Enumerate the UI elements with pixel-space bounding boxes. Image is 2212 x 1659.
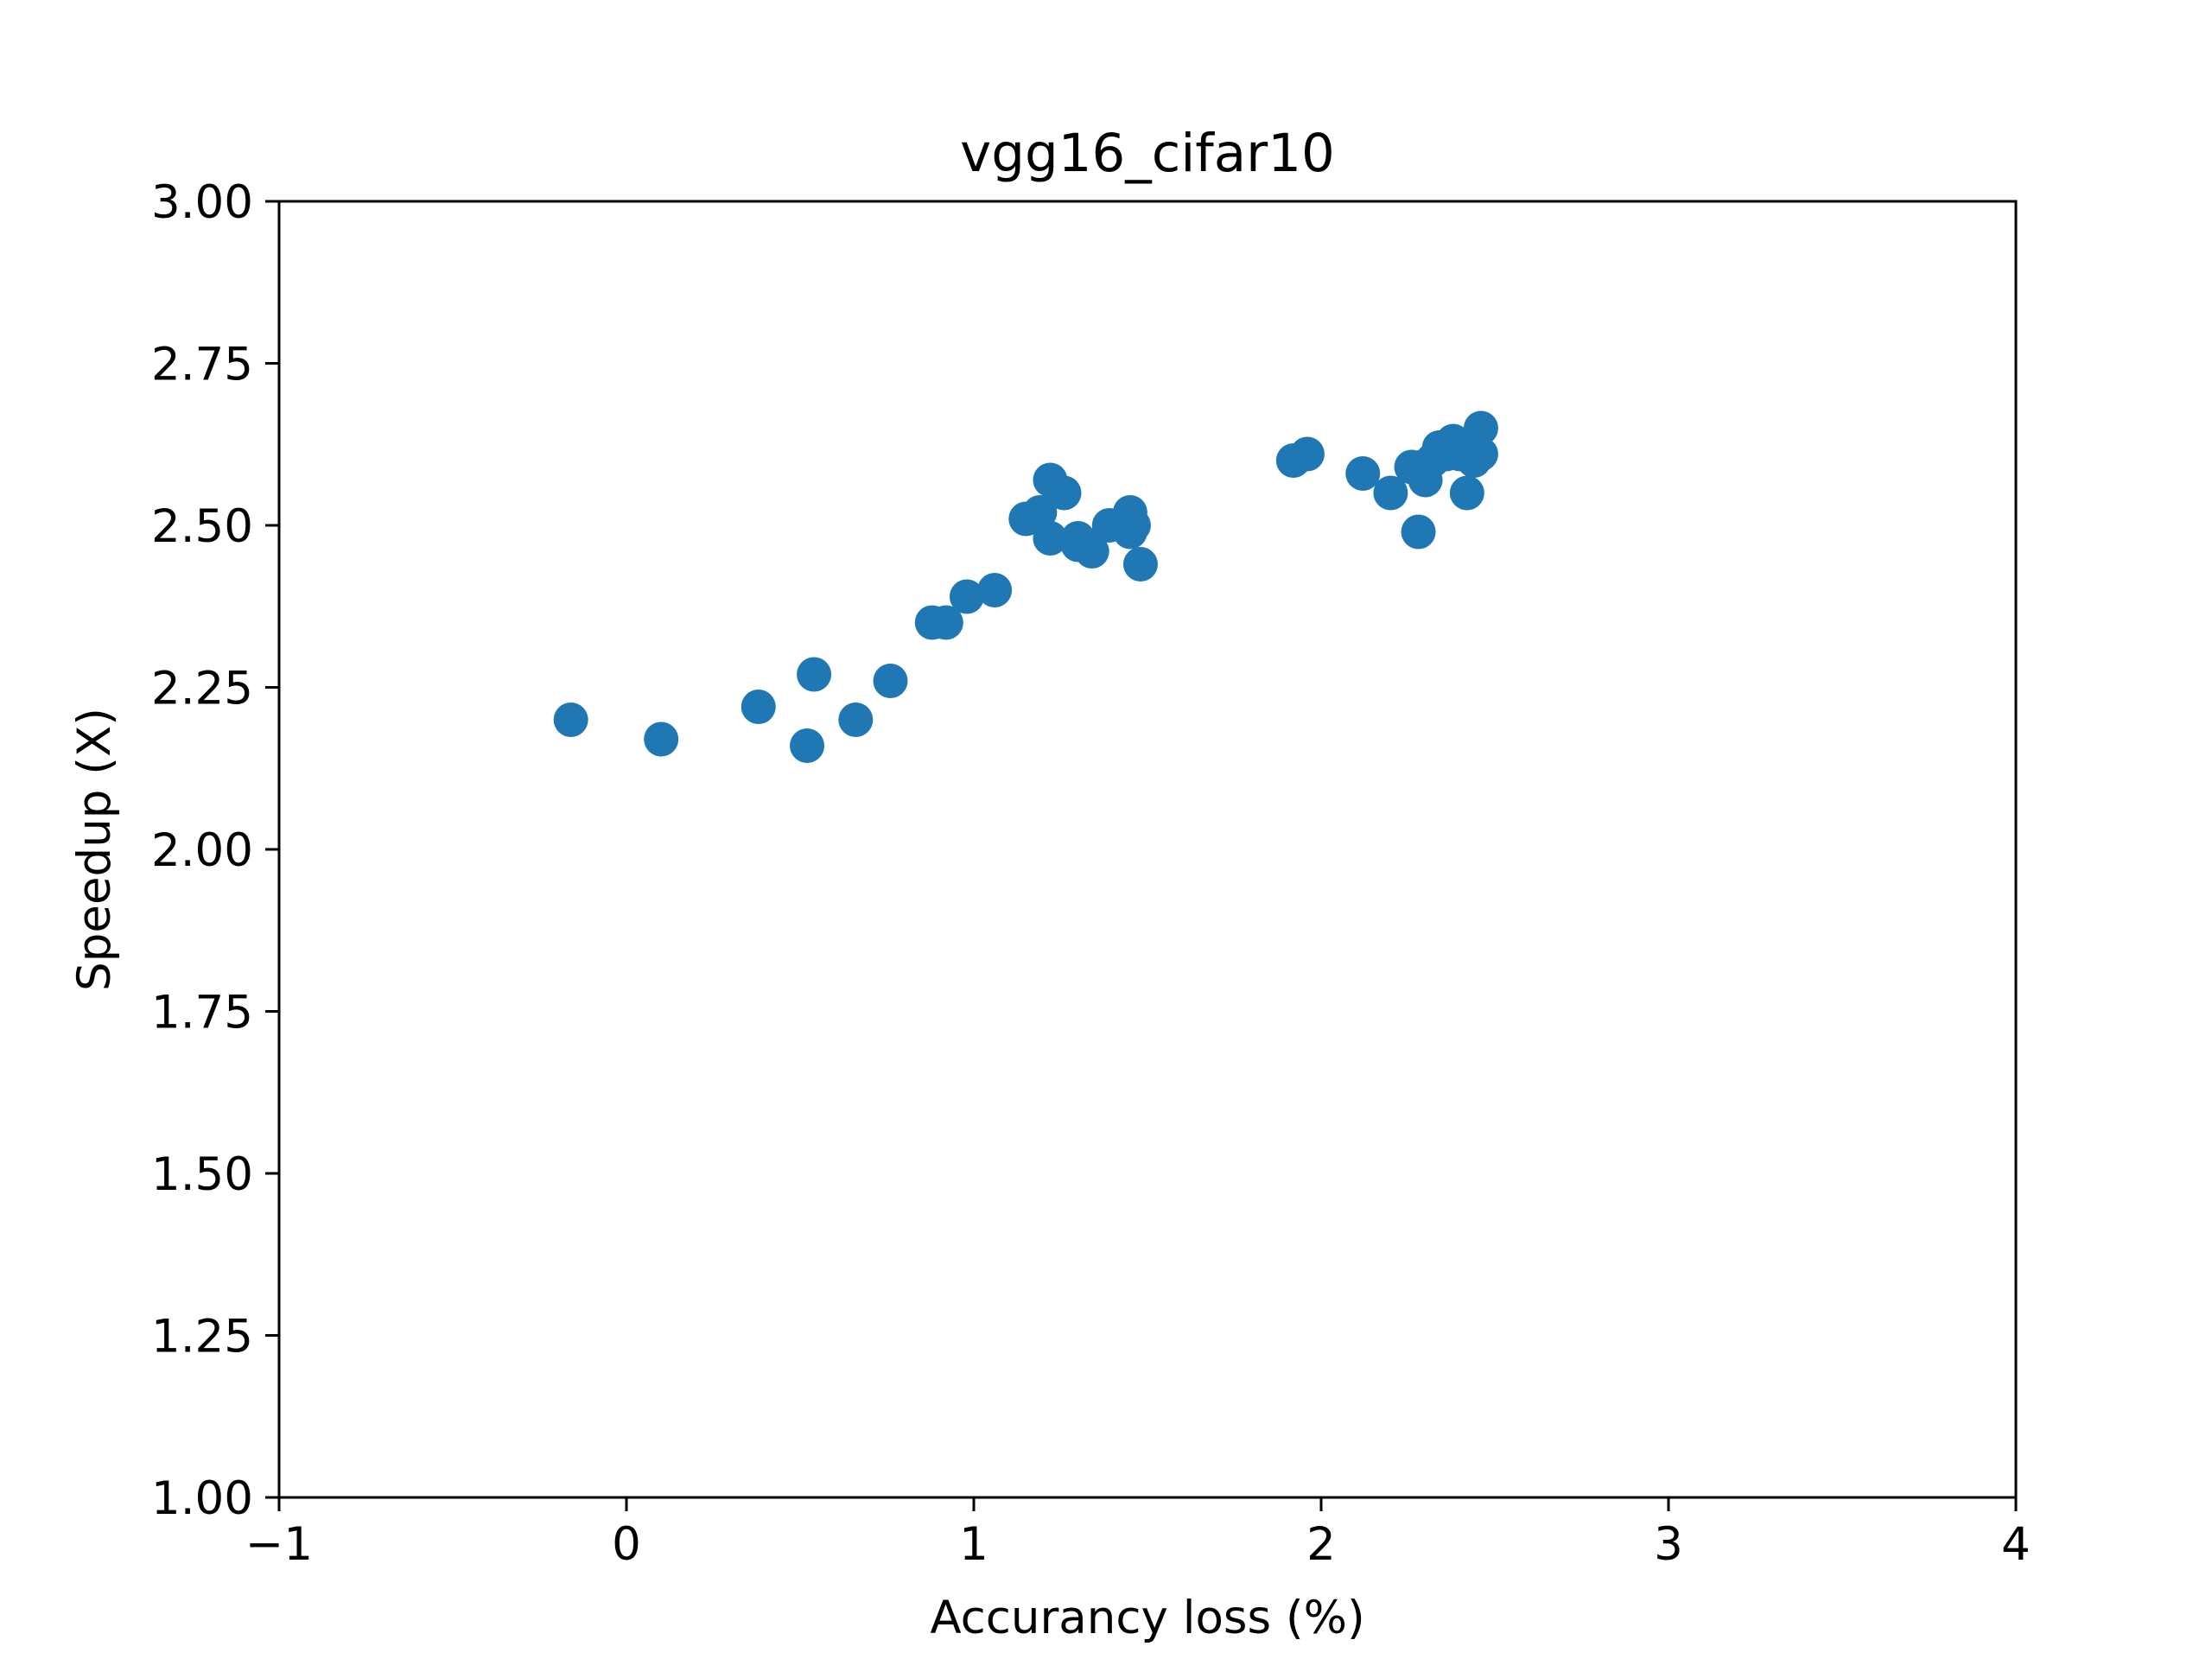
data-point: [1289, 436, 1325, 472]
x-axis-label: Accurancy loss (%): [930, 1592, 1364, 1644]
x-tick-label: 3: [1654, 1518, 1683, 1571]
data-point: [1449, 475, 1484, 511]
y-tick-label: 1.50: [151, 1148, 253, 1201]
y-axis-label: Speedup (X): [68, 708, 121, 991]
y-tick-label: 2.50: [151, 500, 253, 553]
y-tick-label: 1.75: [151, 987, 253, 1039]
x-tick-label: 4: [2001, 1518, 2031, 1571]
x-tick-label: 0: [612, 1518, 641, 1571]
data-point: [1401, 514, 1436, 550]
data-point: [838, 702, 874, 737]
ticks-group: −1 0 1 2 3 4 1.00 1.25 1.50 1.75 2.00 2.25 2.50 2.75 3…: [151, 176, 2031, 1571]
x-tick-label: 2: [1306, 1518, 1336, 1571]
data-point: [949, 579, 984, 614]
data-point: [1033, 521, 1068, 556]
plot-frame: [277, 200, 2018, 1499]
y-tick-label: 1.25: [151, 1311, 253, 1363]
data-point: [644, 721, 679, 757]
data-point: [1463, 410, 1498, 446]
data-point: [1022, 495, 1058, 530]
y-tick-label: 2.75: [151, 339, 253, 391]
chart-title: vgg16_cifar10: [960, 123, 1335, 184]
y-tick-label: 1.00: [151, 1472, 253, 1525]
data-point: [1122, 547, 1158, 582]
x-tick-label: −1: [245, 1518, 313, 1571]
data-point: [790, 728, 825, 763]
data-point: [928, 605, 963, 640]
y-tick-label: 2.00: [151, 824, 253, 877]
data-points: [553, 410, 1498, 763]
data-point: [1345, 456, 1381, 491]
data-point: [553, 702, 588, 737]
data-point: [1373, 475, 1408, 511]
data-point: [797, 657, 832, 692]
y-tick-label: 2.25: [151, 663, 253, 715]
data-point: [1046, 475, 1082, 511]
data-point: [977, 573, 1013, 607]
y-tick-label: 3.00: [151, 176, 253, 229]
data-point: [1463, 436, 1498, 472]
x-tick-label: 1: [959, 1518, 988, 1571]
data-point: [1074, 534, 1109, 569]
data-point: [741, 690, 776, 724]
data-point: [1116, 508, 1151, 543]
data-point: [873, 664, 908, 698]
